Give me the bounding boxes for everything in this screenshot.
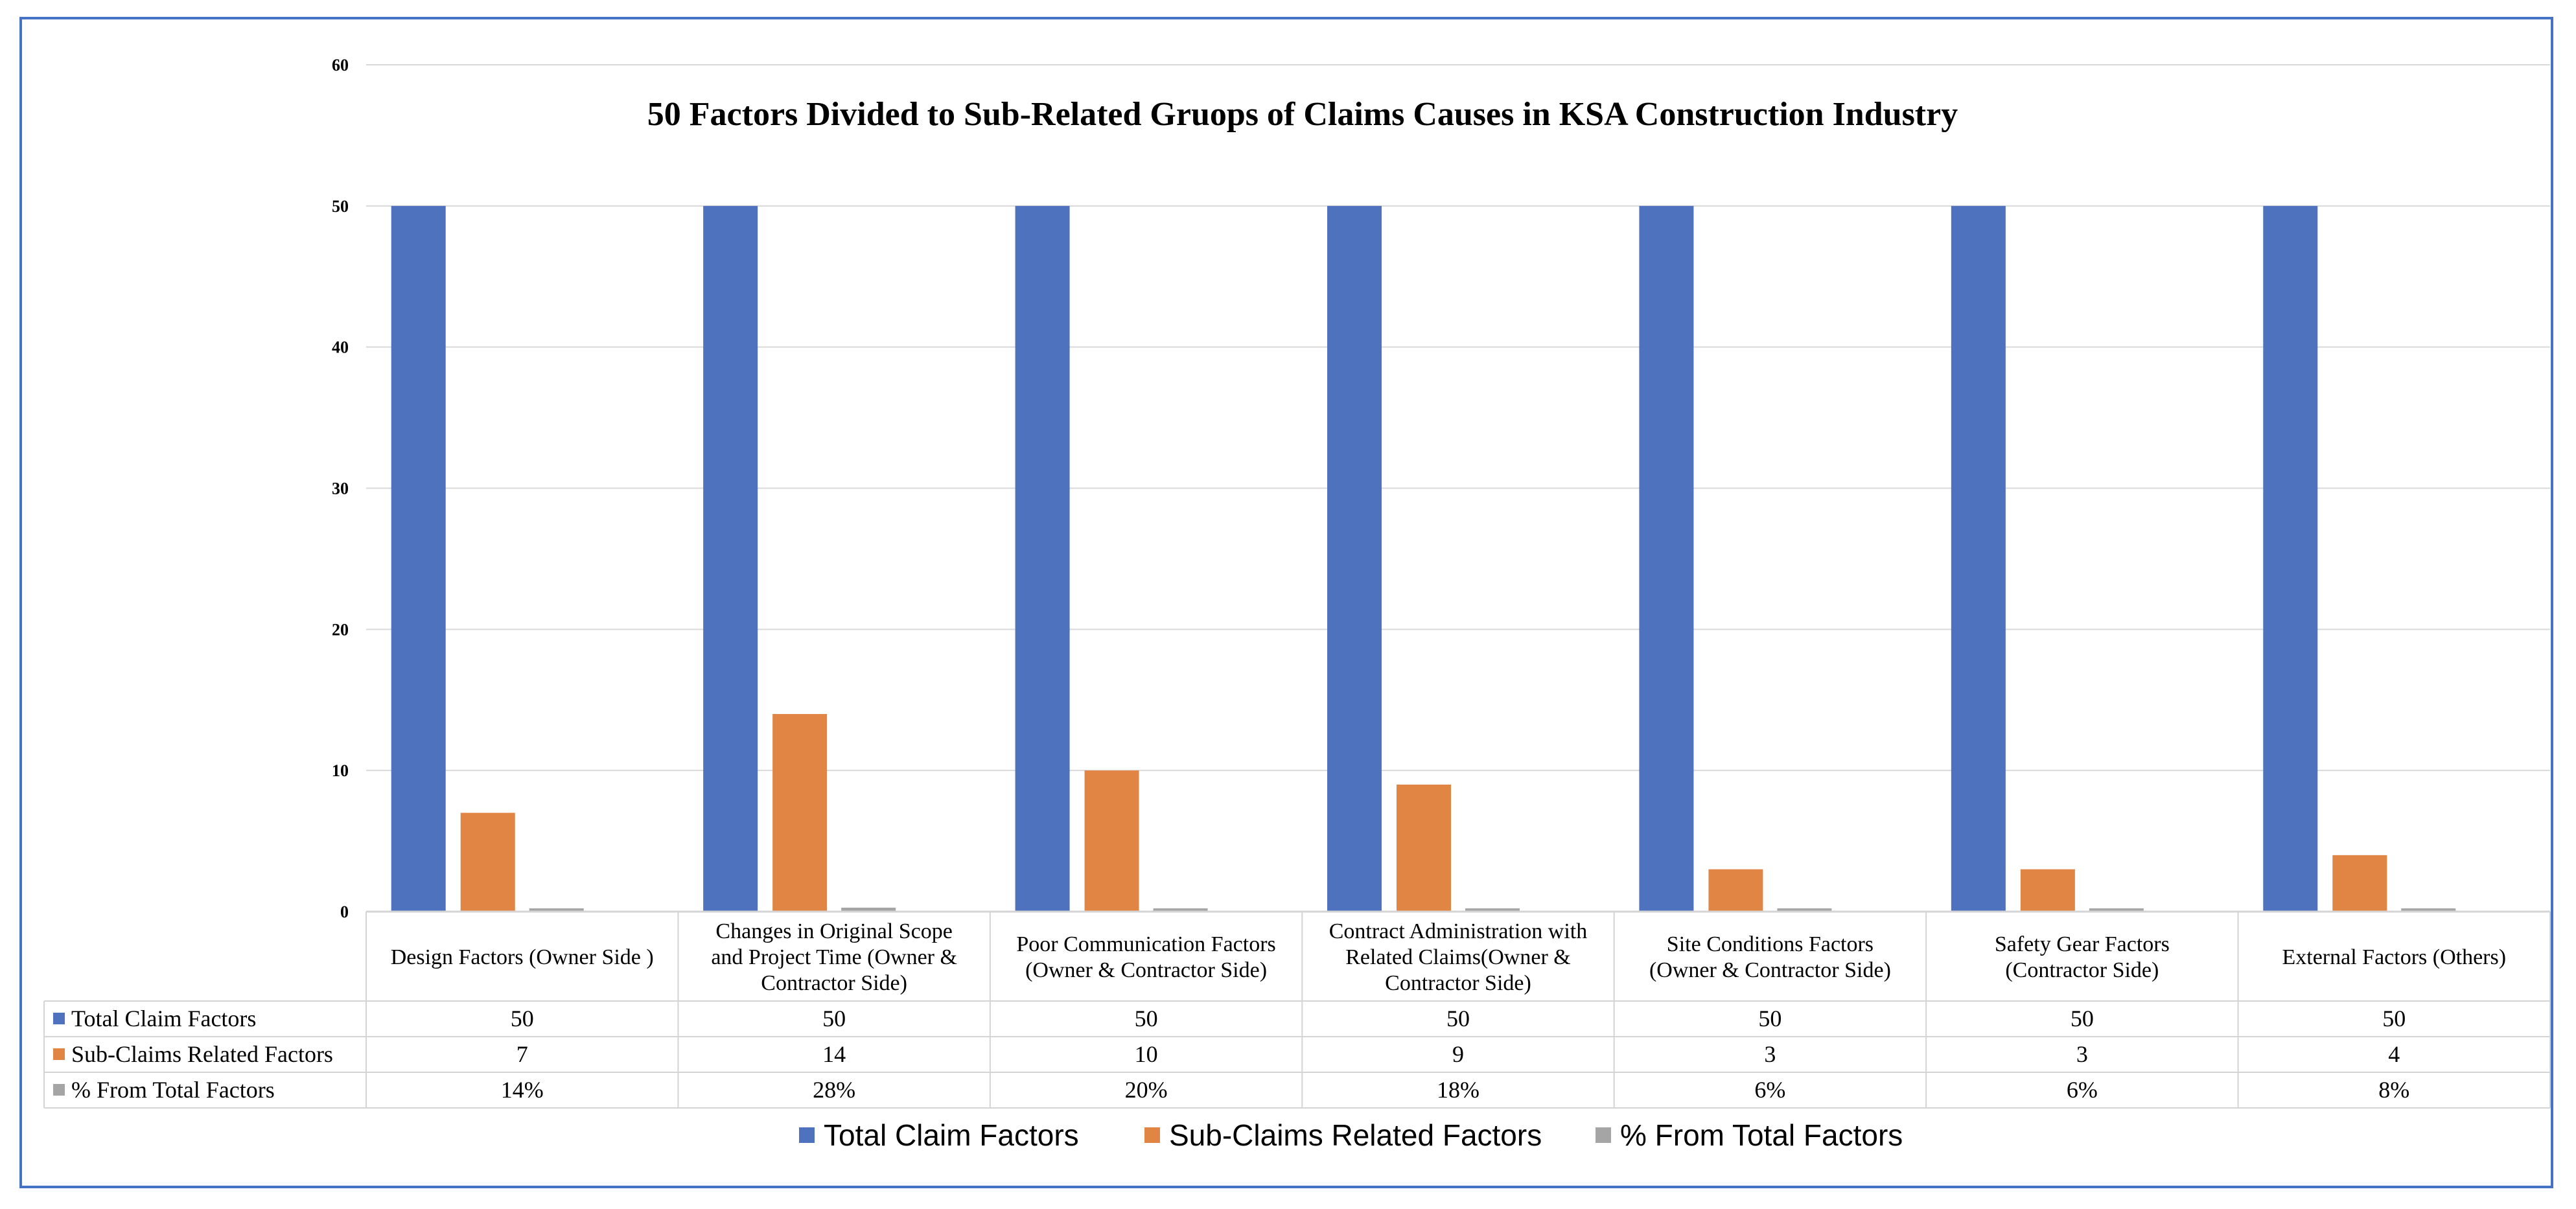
- bar-percent-from-total: [2401, 908, 2456, 912]
- y-tick-label: 30: [332, 479, 349, 498]
- legend-swatch: [1595, 1127, 1611, 1143]
- bar-sub-claims-related-factors: [460, 812, 515, 912]
- y-tick-label: 20: [332, 620, 349, 639]
- bar-total-claim-factors: [2263, 205, 2318, 912]
- row-label: Total Claim Factors: [71, 1006, 256, 1031]
- table-cell: 3: [2076, 1041, 2088, 1067]
- category-label: (Contractor Side): [2005, 958, 2159, 982]
- category-label: External Factors (Others): [2282, 945, 2507, 969]
- table-cell: 14%: [501, 1077, 544, 1103]
- table-cell: 50: [2382, 1006, 2406, 1031]
- y-tick-label: 50: [332, 197, 349, 216]
- bar-percent-from-total: [841, 907, 896, 912]
- legend-label: Sub-Claims Related Factors: [1169, 1118, 1542, 1152]
- table-cell: 3: [1764, 1041, 1776, 1067]
- bar-percent-from-total: [2089, 908, 2144, 912]
- bar-percent-from-total: [529, 908, 584, 912]
- category-label: Contractor Side): [761, 971, 907, 995]
- y-axis-ticks: 0 10 20 30 40 50 60: [332, 56, 349, 921]
- legend-label: % From Total Factors: [1620, 1118, 1903, 1152]
- table-cell: 20%: [1125, 1077, 1168, 1103]
- category-label: Poor Communication Factors: [1016, 932, 1275, 956]
- gridlines: [366, 64, 2550, 912]
- table-cell: 50: [511, 1006, 534, 1031]
- row-key-swatch: [53, 1084, 65, 1096]
- data-table: Design Factors (Owner Side ) Changes in O…: [43, 910, 2551, 1109]
- legend-swatch: [799, 1127, 815, 1143]
- table-cell: 50: [2071, 1006, 2094, 1031]
- y-tick-label: 10: [332, 761, 349, 780]
- table-cell: 8%: [2378, 1077, 2409, 1103]
- table-cell: 6%: [2067, 1077, 2098, 1103]
- category-label: (Owner & Contractor Side): [1649, 958, 1891, 982]
- bar-sub-claims-related-factors: [1084, 770, 1139, 912]
- table-cell: 50: [1446, 1006, 1470, 1031]
- chart-title: 50 Factors Divided to Sub-Related Gruops…: [647, 96, 1958, 133]
- bar-sub-claims-related-factors: [772, 714, 828, 912]
- row-key-swatch: [53, 1048, 65, 1060]
- table-cell: 50: [1135, 1006, 1158, 1031]
- bar-sub-claims-related-factors: [2020, 869, 2075, 912]
- category-label: Safety Gear Factors: [1995, 932, 2170, 956]
- y-tick-label: 40: [332, 338, 349, 357]
- legend: Total Claim Factors Sub-Claims Related Fa…: [799, 1118, 1903, 1152]
- y-tick-label: 60: [332, 56, 349, 75]
- category-label: Contractor Side): [1385, 971, 1531, 995]
- bar-sub-claims-related-factors: [1708, 869, 1763, 912]
- row-label: Sub-Claims Related Factors: [71, 1041, 333, 1067]
- category-label: Related Claims(Owner &: [1345, 945, 1570, 969]
- bar-total-claim-factors: [1015, 205, 1070, 912]
- table-cell: 50: [1758, 1006, 1781, 1031]
- row-label: % From Total Factors: [71, 1077, 275, 1103]
- bar-total-claim-factors: [1639, 205, 1694, 912]
- category-label: Contract Administration with: [1329, 919, 1588, 943]
- table-cell: 6%: [1754, 1077, 1785, 1103]
- table-cell: 10: [1135, 1041, 1158, 1067]
- table-cell: 18%: [1437, 1077, 1479, 1103]
- bar-total-claim-factors: [391, 205, 446, 912]
- bar-total-claim-factors: [1327, 205, 1382, 912]
- table-cell: 50: [822, 1006, 846, 1031]
- bars: [391, 205, 2456, 912]
- legend-swatch: [1144, 1127, 1160, 1143]
- bar-percent-from-total: [1777, 908, 1832, 912]
- bar-sub-claims-related-factors: [1397, 784, 1451, 912]
- bar-total-claim-factors: [1951, 205, 2006, 912]
- table-cell: 4: [2388, 1041, 2400, 1067]
- bar-total-claim-factors: [703, 205, 758, 912]
- category-label: (Owner & Contractor Side): [1025, 958, 1267, 982]
- row-key-swatch: [53, 1013, 65, 1024]
- bar-sub-claims-related-factors: [2332, 855, 2387, 912]
- category-label: and Project Time (Owner &: [711, 945, 957, 969]
- category-label: Changes in Original Scope: [715, 919, 952, 943]
- category-label: Site Conditions Factors: [1667, 932, 1874, 956]
- bar-percent-from-total: [1465, 908, 1520, 912]
- category-label: Design Factors (Owner Side ): [391, 945, 654, 969]
- table-cell: 9: [1452, 1041, 1464, 1067]
- table-cell: 28%: [813, 1077, 855, 1103]
- bar-percent-from-total: [1153, 908, 1208, 912]
- legend-label: Total Claim Factors: [824, 1118, 1079, 1152]
- table-cell: 14: [822, 1041, 846, 1067]
- y-tick-label: 0: [340, 903, 349, 921]
- table-cell: 7: [516, 1041, 528, 1067]
